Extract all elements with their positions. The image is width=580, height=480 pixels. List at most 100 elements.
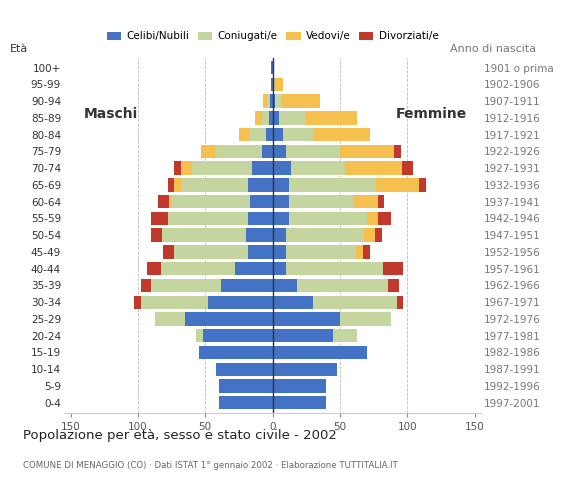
Bar [273,262,286,276]
Bar [273,178,289,192]
Bar [383,262,403,276]
Bar [273,245,286,259]
Bar [269,111,273,125]
Bar [181,161,192,175]
Bar [389,279,399,292]
Bar [248,245,273,259]
Bar [286,228,364,242]
Bar [262,145,273,158]
Bar [267,95,270,108]
Bar [306,111,357,125]
Bar [239,128,250,142]
Bar [208,296,273,309]
Bar [334,329,357,342]
Bar [273,195,289,208]
Text: Maschi: Maschi [84,107,138,121]
Bar [378,212,391,225]
Bar [147,262,161,276]
Bar [158,195,169,208]
Text: COMUNE DI MENAGGIO (CO) · Dati ISTAT 1° gennaio 2002 · Elaborazione TUTTITALIA.I: COMUNE DI MENAGGIO (CO) · Dati ISTAT 1° … [23,461,398,470]
Bar [297,279,389,292]
Bar [273,145,286,158]
Bar [282,95,320,108]
Bar [340,145,394,158]
Bar [172,195,250,208]
Bar [273,329,333,342]
Bar [289,178,376,192]
Bar [270,95,273,108]
Bar [273,396,327,409]
Bar [313,128,369,142]
Bar [273,312,340,325]
Bar [345,161,402,175]
Bar [353,195,378,208]
Bar [402,161,413,175]
Bar [273,128,284,142]
Bar [216,362,273,376]
Bar [286,245,356,259]
Bar [273,296,313,309]
Bar [181,178,248,192]
Bar [140,279,151,292]
Bar [161,262,235,276]
Bar [289,195,353,208]
Bar [271,61,273,74]
Bar [273,346,367,359]
Bar [219,396,273,409]
Bar [273,111,280,125]
Bar [376,178,419,192]
Bar [185,312,273,325]
Bar [273,212,289,225]
Text: Popolazione per età, sesso e stato civile - 2002: Popolazione per età, sesso e stato civil… [23,429,337,442]
Bar [273,279,297,292]
Text: Anno di nascita: Anno di nascita [450,44,536,54]
Bar [174,245,248,259]
Bar [215,145,262,158]
Bar [313,296,397,309]
Bar [252,161,273,175]
Bar [162,228,246,242]
Bar [235,262,273,276]
Bar [246,228,273,242]
Bar [289,212,367,225]
Bar [280,111,306,125]
Bar [219,379,273,393]
Bar [364,228,375,242]
Bar [169,195,172,208]
Bar [151,212,168,225]
Bar [419,178,426,192]
Bar [273,362,337,376]
Bar [198,346,273,359]
Text: Femmine: Femmine [396,107,467,121]
Bar [201,145,215,158]
Bar [174,161,181,175]
Bar [356,245,363,259]
Bar [248,178,273,192]
Bar [363,245,369,259]
Bar [367,212,378,225]
Bar [155,312,185,325]
Bar [134,296,140,309]
Bar [273,95,275,108]
Bar [286,145,340,158]
Bar [174,178,181,192]
Bar [192,161,252,175]
Bar [222,279,273,292]
Bar [378,195,385,208]
Bar [248,212,273,225]
Bar [250,195,273,208]
Bar [168,178,174,192]
Bar [263,95,267,108]
Bar [273,379,327,393]
Bar [276,95,282,108]
Bar [266,128,273,142]
Bar [375,228,382,242]
Bar [273,78,284,91]
Bar [397,296,403,309]
Bar [255,111,262,125]
Bar [273,228,286,242]
Bar [250,128,266,142]
Bar [164,245,174,259]
Bar [151,228,162,242]
Bar [151,279,222,292]
